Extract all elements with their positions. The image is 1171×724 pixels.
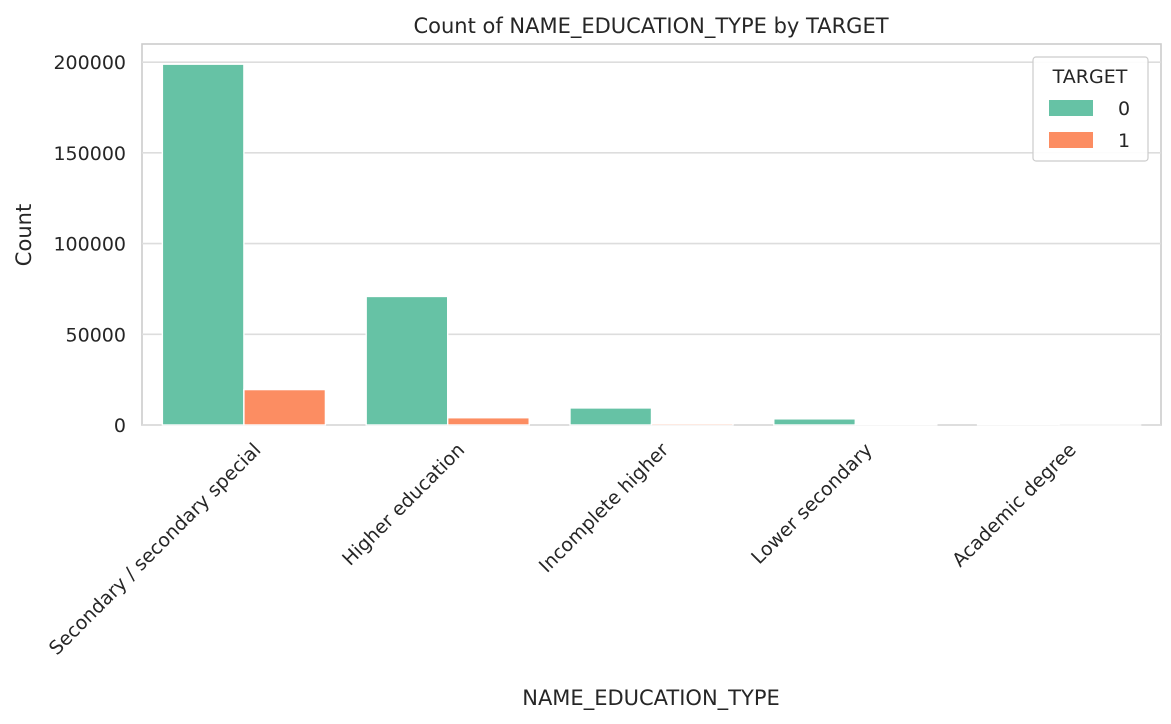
x-axis-ticks: Secondary / secondary special Higher educ… <box>45 439 1081 660</box>
bar-3-series-0 <box>773 418 857 426</box>
x-axis-title: NAME_EDUCATION_TYPE <box>522 686 780 711</box>
plot-area <box>141 43 1162 426</box>
x-tick-label: Lower secondary <box>747 439 877 569</box>
bar-1-series-1 <box>447 417 530 426</box>
x-tick-label: Incomplete higher <box>535 439 673 577</box>
bars <box>161 63 1142 426</box>
legend-swatch <box>1049 100 1093 116</box>
bar-1-series-0 <box>365 295 449 426</box>
bar-0-series-0 <box>161 63 245 426</box>
legend-label: 0 <box>1118 98 1130 120</box>
chart-title: Count of NAME_EDUCATION_TYPE by TARGET <box>413 14 888 39</box>
y-tick-label: 0 <box>114 415 126 437</box>
x-tick-label: Academic degree <box>948 439 1080 571</box>
legend-title: TARGET <box>1052 66 1128 88</box>
x-tick-label: Secondary / secondary special <box>45 439 266 660</box>
y-tick-label: 100000 <box>53 234 126 256</box>
y-tick-label: 50000 <box>66 324 126 346</box>
legend: TARGET 01 <box>1032 56 1149 162</box>
bar-3-series-1 <box>854 423 938 426</box>
bar-0-series-1 <box>243 388 327 426</box>
bar-2-series-0 <box>569 407 653 426</box>
legend-items: 01 <box>1049 98 1130 152</box>
x-tick-label: Higher education <box>338 439 469 570</box>
y-axis-title: Count <box>12 204 36 266</box>
y-tick-label: 200000 <box>53 52 126 74</box>
y-tick-label: 150000 <box>53 143 126 165</box>
y-axis-ticks: 0 50000 100000 150000 200000 <box>53 52 126 437</box>
legend-label: 1 <box>1118 130 1130 152</box>
bar-2-series-1 <box>650 422 734 426</box>
legend-swatch <box>1049 132 1093 148</box>
